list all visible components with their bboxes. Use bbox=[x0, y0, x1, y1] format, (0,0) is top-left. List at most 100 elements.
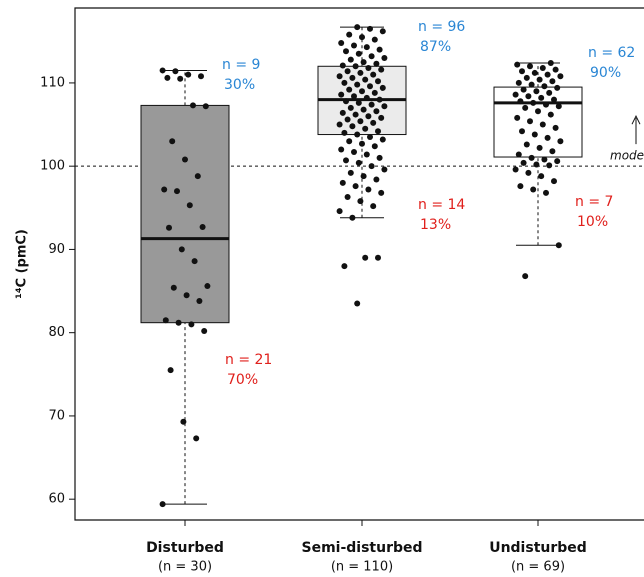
data-point bbox=[365, 64, 372, 71]
data-point bbox=[347, 104, 354, 111]
data-point bbox=[544, 71, 551, 78]
data-point bbox=[159, 67, 166, 74]
y-axis-label: ¹⁴C (pmC) bbox=[15, 229, 30, 299]
data-point bbox=[551, 96, 557, 103]
data-point bbox=[170, 284, 177, 291]
data-point bbox=[554, 84, 561, 91]
data-point bbox=[183, 292, 190, 299]
data-point bbox=[525, 169, 532, 176]
y-tick-label: 110 bbox=[40, 75, 65, 90]
data-point bbox=[549, 148, 556, 155]
data-point bbox=[360, 59, 367, 66]
data-point bbox=[538, 94, 545, 101]
data-point bbox=[178, 246, 185, 253]
data-point bbox=[354, 24, 361, 31]
data-point bbox=[520, 86, 527, 93]
data-point bbox=[546, 89, 553, 96]
data-point bbox=[201, 328, 208, 335]
data-point bbox=[367, 83, 373, 90]
data-point bbox=[336, 121, 343, 128]
x-tick-label: Disturbed bbox=[146, 540, 224, 556]
data-point bbox=[182, 156, 188, 163]
data-point bbox=[351, 42, 357, 49]
data-point bbox=[527, 118, 533, 125]
data-point bbox=[344, 193, 351, 200]
data-point bbox=[533, 88, 540, 95]
data-point bbox=[354, 81, 361, 88]
data-point bbox=[519, 68, 525, 75]
data-point bbox=[514, 114, 521, 121]
data-point bbox=[381, 103, 388, 110]
data-point bbox=[517, 98, 524, 105]
x-tick-label: Semi-disturbed bbox=[301, 540, 422, 556]
data-point bbox=[351, 93, 357, 100]
data-point bbox=[341, 263, 348, 270]
y-tick-label: 80 bbox=[48, 325, 65, 340]
data-point bbox=[375, 78, 381, 85]
data-point bbox=[347, 56, 354, 63]
data-point bbox=[363, 151, 370, 158]
data-point bbox=[547, 111, 554, 118]
data-point bbox=[166, 224, 172, 231]
data-point bbox=[379, 84, 386, 91]
x-count-label: (n = 30) bbox=[158, 560, 212, 575]
data-point bbox=[349, 214, 356, 221]
data-point bbox=[341, 79, 348, 86]
data-point bbox=[186, 202, 193, 209]
data-point bbox=[376, 46, 383, 53]
data-point bbox=[349, 123, 356, 130]
data-point bbox=[362, 125, 369, 132]
data-point bbox=[547, 59, 554, 66]
data-point bbox=[379, 136, 386, 143]
data-point bbox=[378, 189, 385, 196]
data-point bbox=[522, 273, 529, 280]
data-point bbox=[367, 25, 373, 32]
data-point bbox=[528, 81, 535, 88]
below-annotation: n = 7 bbox=[575, 194, 613, 210]
data-point bbox=[357, 198, 364, 205]
data-point bbox=[536, 76, 543, 83]
data-point bbox=[339, 179, 346, 186]
data-point bbox=[523, 141, 530, 148]
data-point bbox=[193, 435, 200, 442]
data-point bbox=[344, 68, 351, 75]
data-point bbox=[551, 178, 557, 185]
data-point bbox=[355, 99, 362, 106]
data-point bbox=[512, 91, 519, 98]
data-point bbox=[538, 173, 545, 180]
data-point bbox=[528, 154, 535, 161]
data-point bbox=[336, 73, 343, 80]
data-point bbox=[354, 131, 361, 138]
data-point bbox=[354, 300, 361, 307]
data-point bbox=[343, 98, 349, 105]
data-point bbox=[539, 64, 546, 71]
data-point bbox=[378, 114, 385, 121]
data-point bbox=[343, 48, 349, 55]
data-point bbox=[190, 102, 196, 109]
data-point bbox=[549, 78, 556, 85]
data-point bbox=[180, 418, 187, 425]
y-tick-label: 60 bbox=[48, 492, 65, 507]
data-point bbox=[554, 158, 561, 165]
data-point bbox=[373, 60, 380, 67]
above-annotation: 90% bbox=[590, 65, 621, 81]
data-point bbox=[531, 131, 538, 138]
data-point bbox=[365, 113, 372, 120]
below-annotation: 10% bbox=[577, 214, 608, 230]
data-point bbox=[352, 111, 359, 118]
y-tick-label: 70 bbox=[48, 408, 65, 423]
y-tick-label: 90 bbox=[48, 242, 65, 257]
data-point bbox=[517, 183, 524, 190]
data-point bbox=[199, 223, 206, 230]
data-point bbox=[341, 129, 348, 136]
data-point bbox=[172, 68, 179, 75]
below-annotation: n = 21 bbox=[225, 352, 272, 368]
below-annotation: 70% bbox=[227, 372, 258, 388]
above-annotation: n = 9 bbox=[222, 57, 260, 73]
data-point bbox=[555, 242, 562, 249]
data-point bbox=[552, 66, 559, 73]
data-point bbox=[196, 298, 203, 305]
data-point bbox=[164, 74, 171, 81]
data-point bbox=[349, 74, 356, 81]
